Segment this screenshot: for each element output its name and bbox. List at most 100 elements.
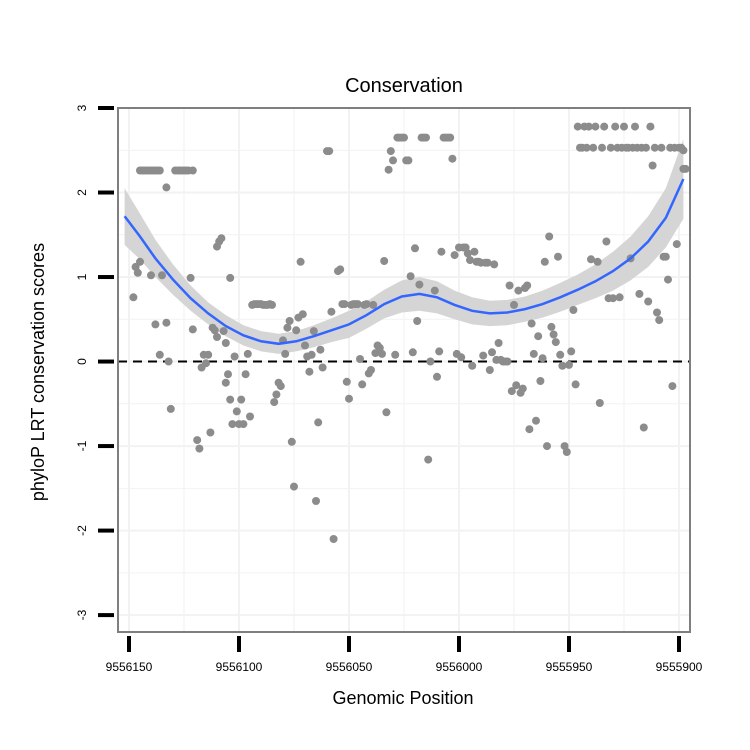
y-tick-label: 1 [75,273,89,280]
data-point [413,317,422,325]
y-tick-label: 3 [75,104,89,111]
data-point [437,247,446,256]
data-point [598,143,606,152]
data-point [591,122,600,131]
data-point [389,156,397,165]
data-point [609,294,617,303]
data-point [648,161,657,170]
data-point [549,330,558,339]
y-tick-label: 2 [75,189,89,196]
data-point [329,535,338,543]
data-point [587,255,595,264]
data-point [345,394,353,403]
data-point [246,412,254,421]
data-point [219,327,228,336]
data-point [243,349,252,358]
data-point [562,448,571,456]
y-tick-label: -2 [75,525,89,536]
data-point [424,455,433,464]
data-point [448,154,457,163]
data-point [283,323,292,332]
data-point [327,307,336,316]
data-point [485,366,494,374]
data-point [369,300,378,309]
data-point [224,370,232,379]
data-point [204,350,213,359]
data-point [129,293,138,302]
data-point [611,122,620,131]
data-point [391,350,400,359]
data-point [653,308,661,317]
data-points [129,122,690,543]
data-point [380,257,389,265]
x-axis: 9556150 9556100 9556050 9556000 9555950 95559… [106,636,703,674]
confidence-band [124,139,684,354]
data-point [206,428,215,437]
data-point [195,444,204,453]
data-point [650,143,659,152]
data-point [276,382,285,391]
data-point [631,122,639,131]
chart-title: Conservation [345,75,463,97]
data-point [433,372,441,381]
data-point [571,380,580,389]
data-point [210,326,219,335]
data-point [450,251,459,260]
data-point [600,122,609,131]
data-point [353,300,362,309]
data-point [400,133,408,142]
data-point [228,420,237,429]
data-point [655,316,664,325]
data-point [543,442,551,451]
data-point [155,350,164,359]
data-point [512,381,521,390]
data-point [483,258,492,267]
data-point [164,357,173,366]
data-point [538,354,547,363]
data-point [672,240,681,249]
y-tick-label: -1 [75,440,89,451]
data-point [309,327,318,336]
data-point [536,377,545,385]
data-point [584,122,593,131]
data-point [615,293,624,302]
data-point [620,122,628,131]
data-point [518,384,527,393]
data-point [290,482,298,491]
data-point [661,252,670,261]
data-point [296,257,305,266]
data-point [230,352,239,361]
data-point [426,357,435,366]
data-point [166,404,175,413]
data-point [554,252,562,261]
data-point [527,319,536,328]
data-point [547,322,556,331]
data-point [188,166,197,175]
data-point [569,306,578,314]
data-point [384,165,393,174]
data-point [468,361,477,370]
data-point [151,320,160,329]
data-point [639,423,648,432]
data-point [556,350,565,359]
data-point [213,333,221,341]
data-point [525,425,534,434]
data-point [582,143,591,152]
data-point [232,407,241,416]
data-point [362,300,371,309]
data-point [221,378,230,387]
data-point [545,232,554,241]
data-point [593,257,602,266]
data-point [589,143,598,152]
data-point [318,363,327,372]
data-point [358,380,367,389]
smooth-trend-line [123,178,685,346]
data-point [510,300,518,309]
y-tick-label: 0 [75,358,89,365]
data-point [241,370,250,379]
data-point [298,310,307,319]
data-point [268,300,276,309]
data-point [573,122,582,131]
data-point [644,297,653,306]
